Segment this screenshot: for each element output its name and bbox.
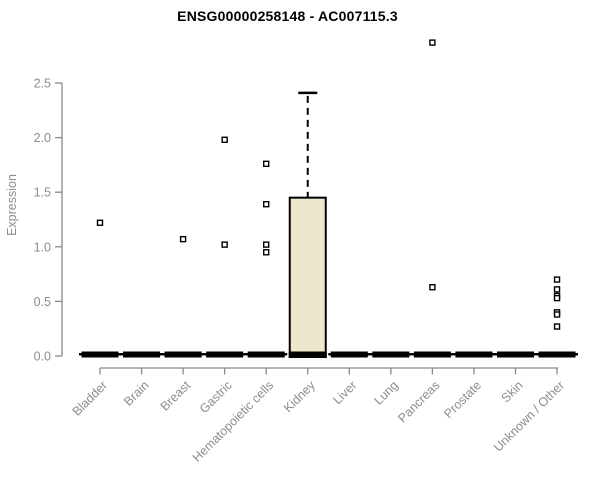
- zero-median-bar: [372, 351, 410, 358]
- outlier-point: [429, 284, 436, 291]
- x-category-label: Liver: [330, 378, 359, 407]
- outlier-point: [553, 294, 561, 302]
- outlier-point: [553, 286, 561, 293]
- zero-median-bar: [164, 351, 202, 358]
- x-category-label: Unknown / Other: [491, 378, 567, 454]
- zero-median-bar: [81, 351, 119, 358]
- outlier-point: [221, 241, 228, 248]
- x-category-label: Skin: [499, 378, 526, 405]
- zero-median-bar: [330, 351, 368, 358]
- zero-median-bar: [455, 351, 493, 358]
- outlier-point: [263, 201, 270, 208]
- zero-median-bar: [247, 351, 285, 358]
- x-category-label: Hematopoietic cells: [190, 378, 277, 465]
- box-rect: [288, 196, 327, 358]
- outlier-point: [221, 136, 228, 143]
- zero-median-bar: [123, 351, 161, 358]
- outlier-point: [553, 311, 561, 318]
- outlier-point: [263, 249, 270, 256]
- outlier-point: [263, 160, 270, 168]
- x-category-label: Kidney: [281, 378, 318, 415]
- y-tick-label: 2.0: [34, 131, 51, 145]
- zero-median-bar: [497, 351, 534, 358]
- zero-median-bar: [206, 351, 244, 358]
- outlier-point: [429, 39, 436, 46]
- y-tick-label: 0.5: [34, 295, 51, 309]
- median-line: [288, 351, 327, 358]
- outlier-point: [553, 276, 561, 283]
- zero-median-bar: [413, 351, 451, 358]
- x-category-label: Lung: [371, 378, 401, 408]
- y-tick-label: 0.0: [34, 350, 51, 364]
- x-category-label: Gastric: [197, 378, 235, 416]
- chart-title: ENSG00000258148 - AC007115.3: [177, 8, 398, 24]
- outlier-point: [263, 241, 270, 248]
- x-category-label: Breast: [158, 378, 194, 414]
- x-category-label: Prostate: [441, 378, 484, 421]
- x-category-label: Brain: [121, 378, 152, 409]
- zero-median-bar: [538, 351, 576, 358]
- y-tick-label: 1.5: [34, 186, 51, 200]
- outlier-point: [96, 219, 104, 226]
- outlier-point: [553, 323, 561, 330]
- y-axis-title: Expression: [5, 174, 19, 236]
- x-category-label: Bladder: [70, 378, 110, 418]
- y-tick-label: 2.5: [34, 77, 51, 91]
- outlier-point: [179, 235, 187, 243]
- x-category-label: Pancreas: [395, 378, 442, 425]
- y-tick-label: 1.0: [34, 240, 51, 254]
